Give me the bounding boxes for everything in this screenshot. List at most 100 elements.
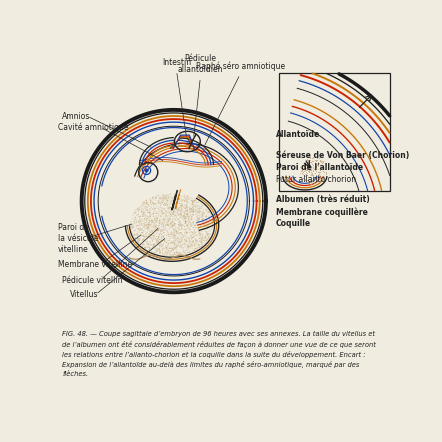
Point — [153, 246, 160, 253]
Point — [167, 221, 174, 228]
Point — [312, 169, 319, 176]
Point — [177, 219, 184, 226]
Point — [208, 213, 215, 221]
Point — [143, 201, 150, 208]
Point — [311, 179, 318, 187]
Point — [163, 248, 170, 255]
Point — [156, 196, 164, 203]
Point — [172, 225, 179, 232]
Point — [197, 244, 204, 251]
Point — [176, 221, 183, 229]
Point — [145, 219, 152, 226]
Point — [173, 229, 180, 236]
Point — [194, 225, 202, 232]
Point — [168, 211, 175, 218]
Point — [194, 245, 201, 252]
Point — [172, 192, 179, 199]
Point — [176, 210, 183, 217]
Point — [177, 229, 184, 236]
Point — [170, 232, 177, 239]
Point — [168, 243, 175, 250]
Point — [160, 252, 167, 259]
Point — [196, 206, 203, 213]
Point — [150, 194, 157, 202]
Point — [195, 240, 202, 248]
Point — [170, 195, 177, 202]
Point — [183, 236, 190, 244]
Point — [198, 243, 205, 250]
Point — [160, 195, 168, 202]
Point — [202, 214, 209, 221]
Point — [313, 154, 320, 161]
Point — [171, 227, 178, 234]
Point — [188, 205, 195, 212]
Point — [171, 231, 178, 238]
Point — [174, 197, 181, 204]
Point — [146, 244, 153, 251]
Point — [157, 202, 164, 209]
Point — [135, 240, 142, 247]
Point — [148, 226, 155, 233]
Point — [174, 249, 181, 256]
Point — [308, 172, 315, 179]
Point — [168, 229, 175, 236]
Point — [160, 236, 168, 243]
Point — [168, 223, 175, 230]
Point — [198, 203, 205, 210]
Point — [139, 229, 146, 236]
Point — [197, 223, 204, 230]
Point — [189, 200, 196, 207]
Point — [310, 166, 317, 173]
Point — [191, 245, 198, 252]
Point — [182, 232, 189, 239]
Point — [135, 238, 142, 245]
Point — [152, 205, 159, 212]
Point — [171, 251, 178, 258]
Point — [170, 209, 177, 216]
Point — [161, 210, 168, 217]
Point — [157, 240, 164, 247]
Point — [138, 209, 145, 216]
Point — [197, 232, 204, 239]
Point — [188, 208, 195, 215]
Point — [177, 235, 184, 242]
Point — [152, 217, 159, 224]
Point — [155, 239, 162, 246]
Point — [174, 196, 181, 203]
Point — [193, 198, 200, 206]
Point — [139, 241, 146, 248]
Point — [152, 243, 159, 250]
Point — [172, 244, 179, 251]
Point — [204, 224, 211, 231]
Point — [163, 197, 170, 204]
Point — [141, 241, 148, 248]
Point — [146, 210, 153, 217]
Point — [142, 236, 149, 244]
Point — [159, 247, 166, 254]
Point — [179, 202, 186, 209]
Point — [143, 244, 150, 251]
Point — [161, 194, 168, 201]
Point — [192, 241, 199, 248]
Point — [140, 211, 147, 218]
Point — [171, 240, 178, 248]
Point — [182, 219, 189, 226]
Point — [173, 195, 180, 202]
Point — [206, 231, 213, 238]
Point — [196, 230, 203, 237]
Point — [150, 210, 157, 217]
Point — [175, 206, 182, 213]
Point — [156, 236, 164, 243]
Point — [182, 226, 189, 233]
Point — [189, 224, 196, 231]
Point — [155, 200, 162, 207]
Point — [155, 221, 162, 229]
Point — [167, 215, 174, 222]
Point — [158, 207, 165, 214]
Point — [180, 247, 187, 254]
Point — [154, 215, 161, 222]
Point — [315, 172, 322, 179]
Point — [140, 232, 147, 239]
Point — [204, 216, 211, 223]
Point — [205, 214, 212, 221]
